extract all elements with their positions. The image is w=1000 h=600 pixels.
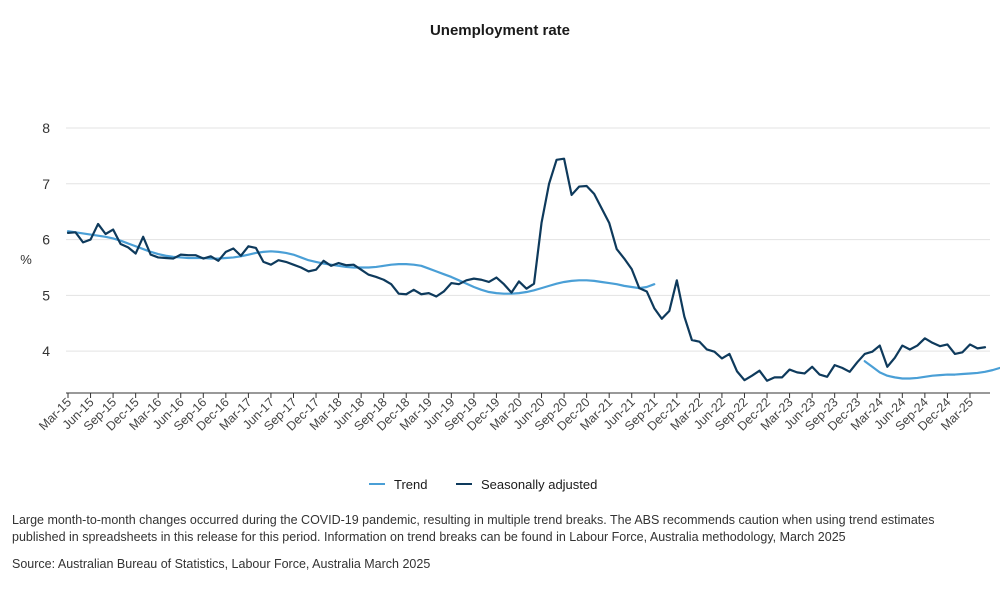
y-tick-label: 7 bbox=[42, 176, 50, 192]
series bbox=[66, 157, 1000, 382]
y-axis-label: % bbox=[20, 252, 32, 267]
y-tick-label: 8 bbox=[42, 120, 50, 136]
y-tick-label: 5 bbox=[42, 287, 50, 303]
legend-swatch-trend bbox=[369, 483, 385, 485]
legend-item-trend[interactable]: Trend bbox=[369, 474, 427, 494]
footnote: Large month-to-month changes occurred du… bbox=[12, 513, 935, 544]
axes bbox=[66, 392, 990, 398]
series-line-trend bbox=[66, 230, 1000, 380]
legend-label-trend: Trend bbox=[394, 476, 428, 492]
source-note: Source: Australian Bureau of Statistics,… bbox=[12, 557, 431, 571]
legend-label-seasonally-adjusted: Seasonally adjusted bbox=[481, 476, 598, 492]
y-tick-labels: 4 5 6 7 8 bbox=[42, 120, 50, 359]
x-tick-labels: Mar-15Jun-15Sep-15Dec-15Mar-16Jun-16Sep-… bbox=[36, 395, 976, 433]
y-tick-label: 6 bbox=[42, 232, 50, 248]
gridlines bbox=[66, 127, 990, 352]
y-tick-label: 4 bbox=[42, 343, 50, 359]
chart-title: Unemployment rate bbox=[429, 22, 571, 39]
series-line-seasonally-adjusted bbox=[66, 157, 987, 382]
legend-swatch-seasonally-adjusted bbox=[456, 483, 472, 485]
legend-item-seasonally-adjusted[interactable]: Seasonally adjusted bbox=[456, 474, 597, 494]
legend: Trend Seasonally adjusted bbox=[0, 474, 1000, 494]
